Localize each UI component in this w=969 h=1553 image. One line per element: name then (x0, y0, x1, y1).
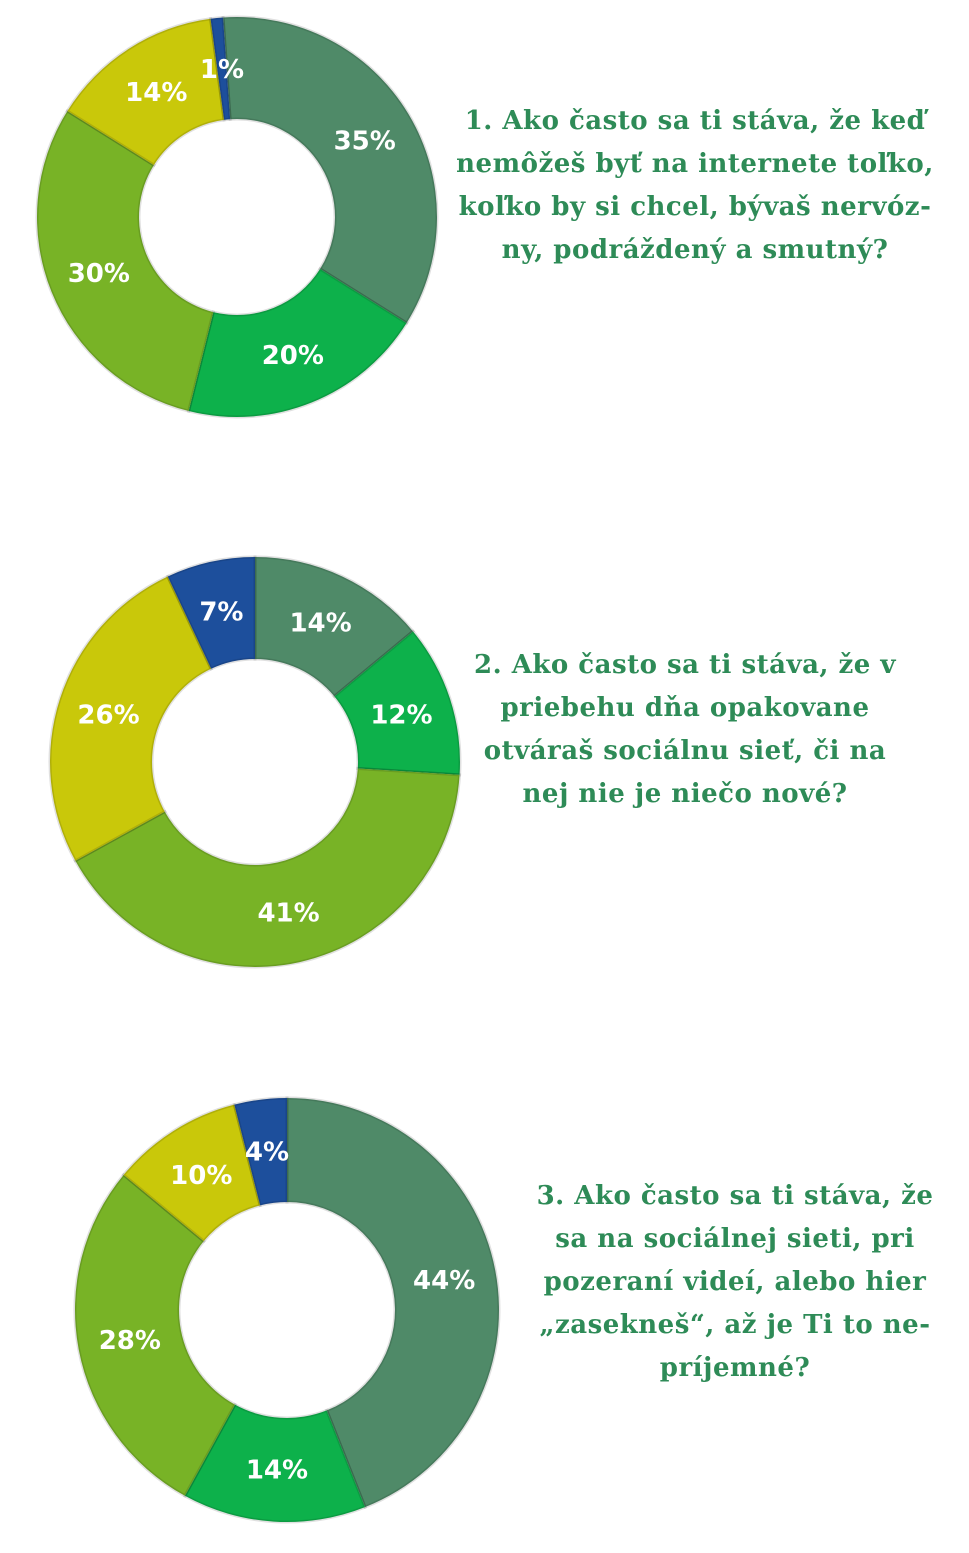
question-1-line: nemôžeš byť na internete toľko, (456, 149, 934, 179)
question-1-line: koľko by si chcel, bývaš nervóz- (458, 192, 932, 222)
donut-2-slice-1-label: 14% (289, 609, 351, 639)
question-3-line: pozeraní videí, alebo hier (543, 1267, 927, 1297)
question-2-line: priebehu dňa opakovane (500, 693, 870, 723)
donut-1-slice-1 (221, 15, 439, 326)
donut-chart-3: 44% 14% 28% 10% 4% (73, 1096, 501, 1524)
question-1-line: ny, podráždený a smutný? (501, 235, 889, 265)
donut-2-slice-2 (332, 629, 462, 777)
donut-1-slice-2-label: 20% (262, 341, 324, 371)
donut-chart-2: 14% 12% 41% 26% 7% (48, 555, 462, 969)
question-2-text: 2. Ako často sa ti stáva, že v priebehu … (455, 644, 915, 816)
question-3-line: príjemné? (659, 1353, 811, 1383)
donut-2-slice-3-label: 41% (257, 898, 319, 928)
question-1-line: 1. Ako často sa ti stáva, že keď (464, 106, 926, 136)
donut-3-slice-1-label: 44% (413, 1266, 475, 1296)
donut-2-slice-3 (73, 766, 462, 969)
question-3-line: sa na sociálnej sieti, pri (555, 1224, 915, 1254)
donut-2-slice-5 (165, 555, 257, 671)
donut-2-slice-2-label: 12% (370, 700, 432, 730)
donut-1-slice-1-label: 35% (334, 126, 396, 156)
question-3-line: 3. Ako často sa ti stáva, že (536, 1181, 934, 1211)
donut-3-slice-1 (285, 1096, 501, 1510)
donut-1-slice-5-label: 1% (200, 55, 244, 85)
donut-3-slice-4-label: 10% (170, 1161, 232, 1191)
donut-2-slice-4 (48, 574, 214, 863)
question-3-line: „zasekneš“, až je Ti to ne- (539, 1310, 931, 1340)
question-2-line: nej nie je niečo nové? (522, 779, 848, 809)
donut-1-slice-4 (65, 17, 226, 168)
donut-3-slice-3-label: 28% (99, 1326, 161, 1356)
donut-1-slice-4-label: 14% (125, 78, 187, 108)
donut-1-slice-3-label: 30% (68, 259, 130, 289)
donut-1-slice-5 (208, 15, 232, 122)
donut-3-slice-5 (232, 1096, 289, 1208)
donut-3-slice-2 (182, 1402, 367, 1524)
donut-2-slice-5-label: 7% (199, 598, 243, 628)
donut-1-slice-2 (186, 266, 409, 419)
donut-1-slice-3 (35, 108, 216, 413)
donut-3-slice-5-label: 4% (245, 1137, 289, 1167)
donut-2-slice-1 (253, 555, 416, 699)
donut-3-slice-3 (73, 1172, 238, 1498)
donut-2-slice-4-label: 26% (77, 700, 139, 730)
question-1-text: 1. Ako často sa ti stáva, že keď nemôžeš… (440, 100, 950, 272)
question-3-text: 3. Ako často sa ti stáva, že sa na sociá… (515, 1175, 955, 1390)
question-2-line: otváraš sociálnu sieť, či na (483, 736, 887, 766)
donut-3-slice-4 (121, 1102, 262, 1244)
donut-3-slice-2-label: 14% (246, 1456, 308, 1486)
question-2-line: 2. Ako často sa ti stáva, že v (474, 650, 896, 680)
donut-chart-1: 35% 20% 30% 14% 1% (35, 15, 439, 419)
